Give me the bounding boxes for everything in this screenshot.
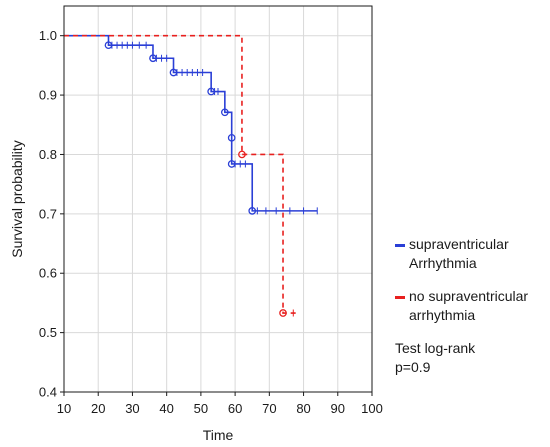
x-tick-label: 40 bbox=[159, 401, 173, 416]
event-marker bbox=[104, 41, 113, 50]
event-marker bbox=[169, 68, 178, 77]
event-marker bbox=[149, 54, 157, 63]
legend: supraventricular Arrhythmia no supravent… bbox=[395, 235, 547, 377]
legend-item-no-supraventricular: no supraventricular arrhythmia bbox=[395, 287, 547, 325]
y-tick-label: 0.9 bbox=[39, 88, 57, 103]
axis-ticks: 10 20 30 40 50 60 70 80 90 100 0.4 0.5 0.6 0.7 0.8 0.9 1… bbox=[39, 28, 383, 416]
plot-frame bbox=[63, 5, 373, 393]
legend-label-line: no supraventricular bbox=[409, 288, 529, 304]
x-tick-label: 50 bbox=[194, 401, 208, 416]
y-axis-title: Survival probability bbox=[9, 140, 25, 258]
legend-swatch-blue bbox=[395, 244, 405, 247]
y-tick-label: 0.6 bbox=[39, 266, 57, 281]
x-tick-label: 10 bbox=[57, 401, 71, 416]
p-value: p=0.9 bbox=[395, 359, 431, 375]
event-marker bbox=[238, 150, 246, 159]
event-marker bbox=[279, 309, 287, 317]
test-annotation: Test log-rank p=0.9 bbox=[395, 339, 547, 377]
event-marker bbox=[248, 207, 257, 215]
x-tick-label: 90 bbox=[331, 401, 345, 416]
y-tick-label: 0.5 bbox=[39, 325, 57, 340]
x-tick-label: 60 bbox=[228, 401, 242, 416]
x-axis-title: Time bbox=[203, 427, 234, 443]
y-tick-label: 1.0 bbox=[39, 28, 57, 43]
event-marker bbox=[207, 87, 216, 96]
x-tick-label: 100 bbox=[361, 401, 383, 416]
y-tick-label: 0.4 bbox=[39, 385, 57, 400]
series-line-1 bbox=[64, 34, 297, 314]
event-marker bbox=[227, 160, 236, 168]
legend-label-line: supraventricular bbox=[409, 236, 509, 252]
x-tick-label: 70 bbox=[262, 401, 276, 416]
y-tick-label: 0.8 bbox=[39, 147, 57, 162]
legend-label-line: arrhythmia bbox=[409, 307, 476, 323]
event-marker bbox=[220, 108, 229, 117]
y-tick-label: 0.7 bbox=[39, 206, 57, 221]
legend-item-supraventricular: supraventricular Arrhythmia bbox=[395, 235, 547, 273]
x-tick-label: 20 bbox=[91, 401, 105, 416]
event-marker bbox=[227, 133, 236, 142]
test-name: Test log-rank bbox=[395, 340, 476, 356]
x-tick-label: 80 bbox=[296, 401, 310, 416]
legend-swatch-red bbox=[395, 296, 405, 299]
x-tick-label: 30 bbox=[125, 401, 139, 416]
gridlines bbox=[64, 6, 372, 393]
series-layer bbox=[64, 34, 318, 317]
legend-label-line: Arrhythmia bbox=[409, 255, 477, 271]
series-line-0 bbox=[64, 34, 318, 212]
